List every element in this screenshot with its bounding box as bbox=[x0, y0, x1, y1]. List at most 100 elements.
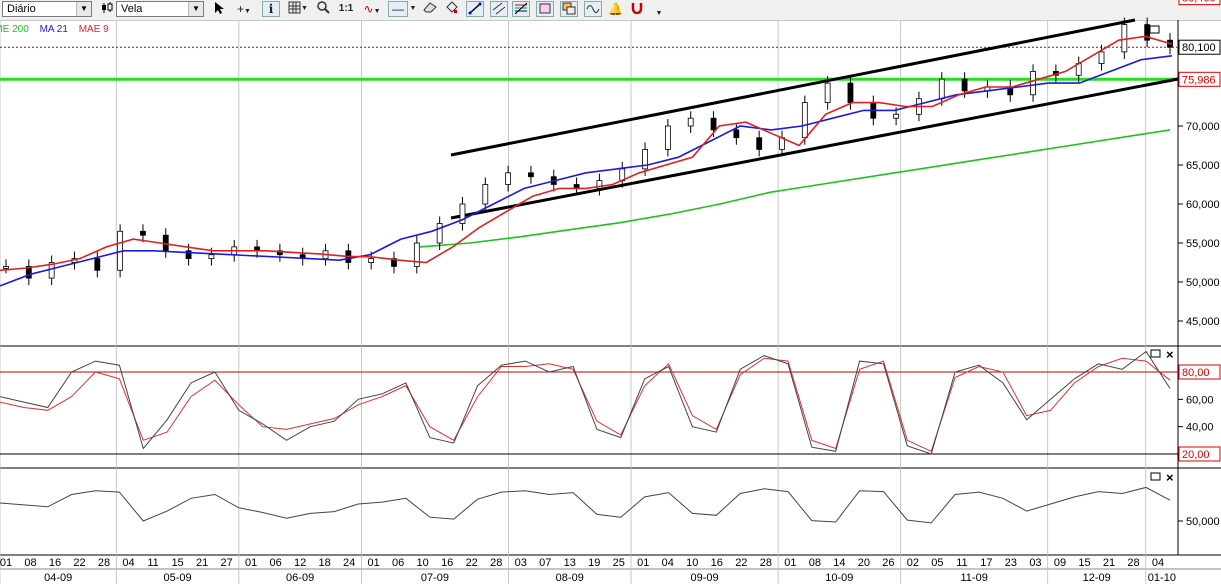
candle-body bbox=[413, 242, 420, 267]
wave-icon: ∿ bbox=[363, 2, 374, 16]
line-tool-dropdown[interactable]: ▼ bbox=[409, 5, 417, 12]
third-indicator-panel: 50,000 bbox=[0, 486, 1220, 528]
date-day-label: 11 bbox=[956, 557, 967, 569]
trendline-icon bbox=[468, 2, 482, 15]
chevron-down-icon[interactable]: ▼ bbox=[76, 2, 91, 16]
candle-body bbox=[870, 102, 877, 119]
cycle-tool-button[interactable] bbox=[584, 1, 602, 17]
chart-toolbar: Diário ▼ Vela ▼ +▼ i ▼ 1:1 ∿▼ — ▼ bbox=[0, 0, 1221, 21]
candle-body bbox=[276, 250, 283, 256]
period-select[interactable]: Diário ▼ bbox=[2, 1, 92, 17]
third-panel-close-icon[interactable]: × bbox=[1166, 470, 1174, 485]
grid-tool-button[interactable]: ▼ bbox=[286, 1, 310, 17]
magnet-tool-button[interactable] bbox=[630, 1, 644, 17]
candle-body bbox=[550, 176, 557, 185]
candle-body bbox=[322, 250, 329, 260]
candle-body bbox=[642, 148, 648, 170]
date-day-label: 09 bbox=[1054, 557, 1066, 569]
candle-body bbox=[117, 230, 124, 271]
rectangle-tool-button[interactable] bbox=[536, 1, 554, 17]
ma21-series-line bbox=[0, 55, 1173, 287]
date-day-label: 06 bbox=[392, 557, 404, 569]
alert-tool-button[interactable]: 🔔 bbox=[608, 1, 623, 17]
date-day-label: 08 bbox=[809, 557, 821, 569]
candle-body bbox=[916, 98, 922, 115]
date-day-label: 14 bbox=[833, 557, 845, 569]
candle-body bbox=[1167, 39, 1173, 48]
crosshair-icon: + bbox=[237, 2, 245, 16]
line-tool-button[interactable]: — bbox=[388, 1, 408, 17]
stoch-panel-maximize-icon[interactable] bbox=[1150, 349, 1161, 358]
date-day-label: 11 bbox=[147, 557, 158, 569]
magnet-icon bbox=[631, 3, 643, 15]
stoch-lower-label-box bbox=[1178, 446, 1221, 462]
third-panel-maximize-icon[interactable] bbox=[1150, 472, 1161, 481]
candlestick-icon bbox=[100, 1, 114, 17]
chevron-down-icon[interactable]: ▼ bbox=[188, 2, 203, 16]
date-day-label: 16 bbox=[49, 557, 61, 569]
stoch-k-line bbox=[0, 350, 1171, 455]
date-axis: 01 08 16 22 28 04 11 15 21 27 01 06 12 18 24 01 06 10 16 22… bbox=[0, 557, 1176, 584]
date-month-label: 07-09 bbox=[421, 572, 449, 584]
candle-body bbox=[48, 262, 55, 279]
stoch-d-line bbox=[0, 357, 1171, 452]
date-day-label: 08 bbox=[24, 557, 36, 569]
ratio-button[interactable]: 1:1 bbox=[338, 3, 354, 14]
stoch-upper-label-box bbox=[1178, 364, 1221, 380]
date-day-label: 01 bbox=[0, 557, 12, 569]
candle-body bbox=[687, 117, 694, 127]
legend-ma21[interactable]: MA 21 bbox=[39, 24, 68, 35]
candle-body bbox=[664, 125, 671, 150]
date-day-label: 28 bbox=[760, 557, 772, 569]
date-day-label: 13 bbox=[564, 557, 576, 569]
stoch-tick-label: 60,00 bbox=[1186, 394, 1214, 406]
candle-body bbox=[436, 223, 443, 244]
copy-tool-button[interactable] bbox=[560, 1, 578, 17]
date-day-label: 17 bbox=[980, 557, 992, 569]
date-day-label: 15 bbox=[171, 557, 183, 569]
fibonacci-tool-button[interactable] bbox=[512, 1, 530, 17]
date-gridlines bbox=[0, 20, 1147, 584]
date-day-label: 23 bbox=[1005, 557, 1017, 569]
channel-tool-button[interactable] bbox=[490, 1, 508, 17]
date-day-label: 22 bbox=[466, 557, 478, 569]
ma200-series-line bbox=[419, 129, 1171, 248]
candle-body bbox=[801, 102, 808, 139]
pointer-tool-button[interactable] bbox=[212, 1, 226, 17]
date-month-label: 05-09 bbox=[164, 572, 192, 584]
date-day-label: 02 bbox=[907, 557, 919, 569]
date-month-label: 10-09 bbox=[825, 572, 853, 584]
date-day-label: 04 bbox=[1152, 557, 1164, 569]
paint-tool-button[interactable] bbox=[444, 1, 460, 17]
indicator-tool-button[interactable]: ∿▼ bbox=[363, 2, 381, 16]
price-tick-label: 65,000 bbox=[1186, 160, 1220, 172]
candle-body bbox=[254, 246, 260, 252]
date-month-label: 09-09 bbox=[690, 572, 718, 584]
price-panel-maximize-icon[interactable] bbox=[1149, 25, 1160, 34]
date-month-label: 04-09 bbox=[44, 572, 72, 584]
trendline-tool-button[interactable] bbox=[466, 1, 484, 17]
toolbar-overflow-button[interactable]: ▼ bbox=[655, 10, 663, 17]
layers-icon bbox=[562, 2, 576, 15]
chart-type-select[interactable]: Vela ▼ bbox=[116, 1, 204, 17]
candle-body bbox=[847, 82, 854, 103]
rectangle-icon bbox=[539, 3, 551, 14]
candle-body bbox=[779, 137, 785, 150]
zoom-button[interactable] bbox=[316, 1, 330, 17]
third-indicator-line bbox=[0, 486, 1171, 524]
info-tool-button[interactable]: i bbox=[262, 1, 280, 17]
legend-ma9[interactable]: MAE 9 bbox=[78, 24, 109, 35]
period-select-value: Diário bbox=[7, 3, 36, 15]
legend-ma200[interactable]: MME 200 bbox=[0, 24, 29, 35]
candle-body bbox=[299, 254, 306, 259]
date-day-label: 07 bbox=[539, 557, 551, 569]
grid-icon bbox=[288, 1, 301, 14]
eraser-icon bbox=[423, 2, 437, 13]
stoch-panel-close-icon[interactable]: × bbox=[1166, 347, 1174, 362]
date-day-label: 28 bbox=[98, 557, 110, 569]
horizontal-line-icon: — bbox=[392, 2, 404, 16]
crosshair-tool-button[interactable]: +▼ bbox=[237, 2, 251, 16]
candle-body bbox=[208, 254, 215, 259]
eraser-tool-button[interactable] bbox=[422, 1, 438, 17]
